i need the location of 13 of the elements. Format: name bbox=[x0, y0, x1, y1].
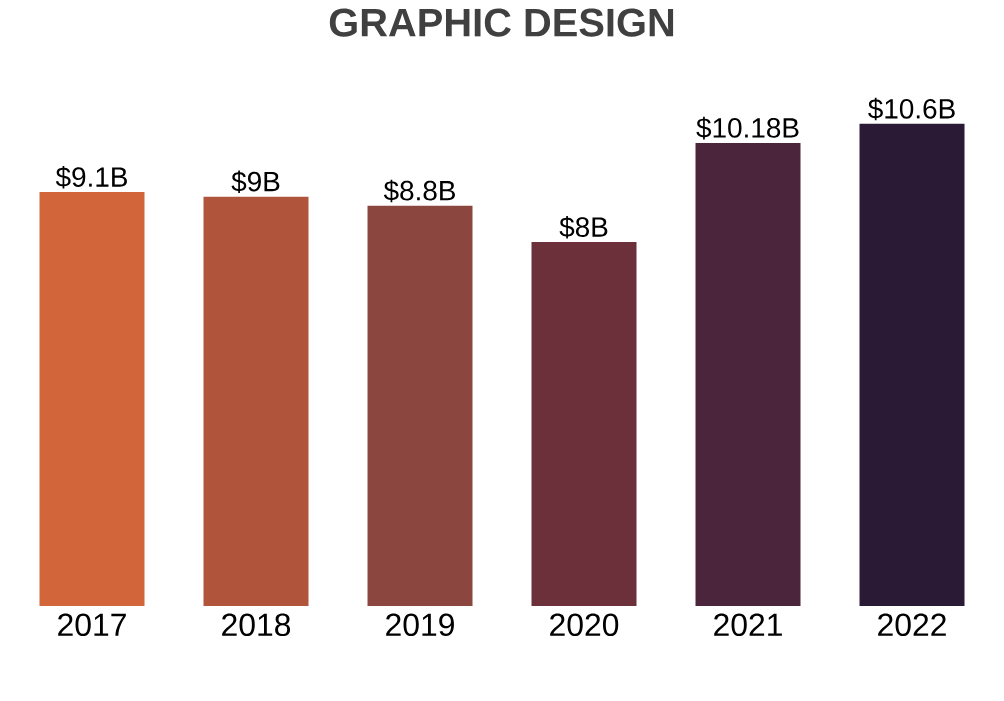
x-tick-label: 2020 bbox=[550, 613, 619, 637]
data-label: $8.8B bbox=[383, 179, 455, 203]
x-tick-label: 2022 bbox=[878, 613, 946, 637]
x-tick-label: 2021 bbox=[714, 613, 782, 637]
data-label: $9.1B bbox=[55, 165, 127, 189]
data-label: $9B bbox=[231, 170, 280, 194]
chart-title: GRAPHIC DESIGN bbox=[329, 8, 674, 37]
data-label: $10.18B bbox=[696, 116, 799, 140]
x-tick-label: 2019 bbox=[386, 613, 454, 637]
x-tick-label: 2017 bbox=[58, 613, 126, 637]
x-tick-label: 2018 bbox=[222, 613, 291, 637]
data-label: $8B bbox=[559, 216, 608, 239]
data-label: $10.6B bbox=[868, 97, 955, 121]
